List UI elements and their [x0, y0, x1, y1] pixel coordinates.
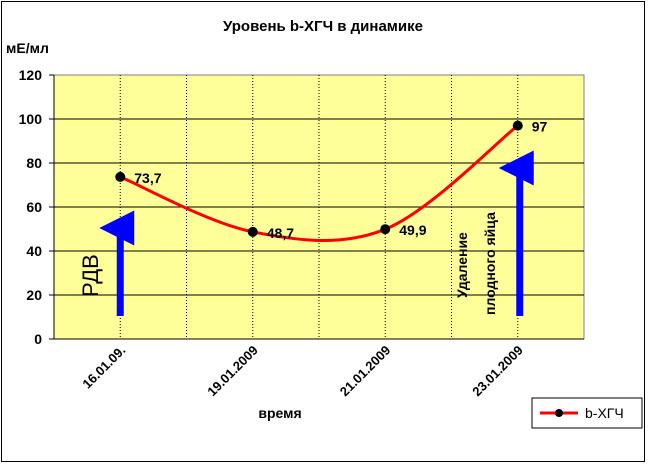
y-tick-label: 20: [26, 287, 42, 303]
data-point: [512, 120, 523, 131]
legend: b-ХГЧ: [531, 397, 643, 429]
data-label: 48,7: [267, 225, 294, 241]
x-tick-label: 23.01.2009: [469, 343, 526, 400]
x-axis-label: время: [258, 405, 301, 421]
annotations-layer: РДВ Удаление плодного яйца: [78, 150, 534, 316]
y-tick-label: 0: [34, 331, 42, 347]
data-point: [115, 171, 126, 182]
y-tick-label: 100: [19, 111, 43, 127]
legend-marker: [555, 409, 563, 417]
data-label: 49,9: [399, 222, 426, 238]
y-tick-label: 120: [19, 67, 43, 83]
data-point: [380, 224, 391, 235]
x-tick-label: 19.01.2009: [204, 343, 261, 400]
annotation-removal-line1: Удаление: [454, 232, 470, 298]
y-axis-label: мЕ/мл: [6, 40, 49, 56]
data-point: [247, 226, 258, 237]
x-tick-label: 16.01.09.: [79, 343, 128, 392]
annotation-rdv: РДВ: [78, 254, 103, 297]
x-tick-label: 21.01.2009: [337, 343, 394, 400]
annotation-removal-line2: плодного яйца: [482, 212, 498, 315]
chart-title: Уровень b-ХГЧ в динамике: [223, 18, 423, 35]
data-label: 97: [532, 119, 548, 135]
data-label: 73,7: [134, 170, 161, 186]
y-tick-label: 80: [26, 155, 42, 171]
series-layer: 73,7 48,7 49,9 97: [115, 119, 548, 242]
y-axis: 0 20 40 60 80 100 120: [19, 67, 55, 347]
series-line: [119, 124, 519, 242]
y-tick-label: 60: [26, 199, 42, 215]
legend-label: b-ХГЧ: [585, 405, 624, 421]
x-axis: 16.01.09. 19.01.2009 21.01.2009 23.01.2009: [54, 338, 584, 400]
y-tick-label: 40: [26, 243, 42, 259]
